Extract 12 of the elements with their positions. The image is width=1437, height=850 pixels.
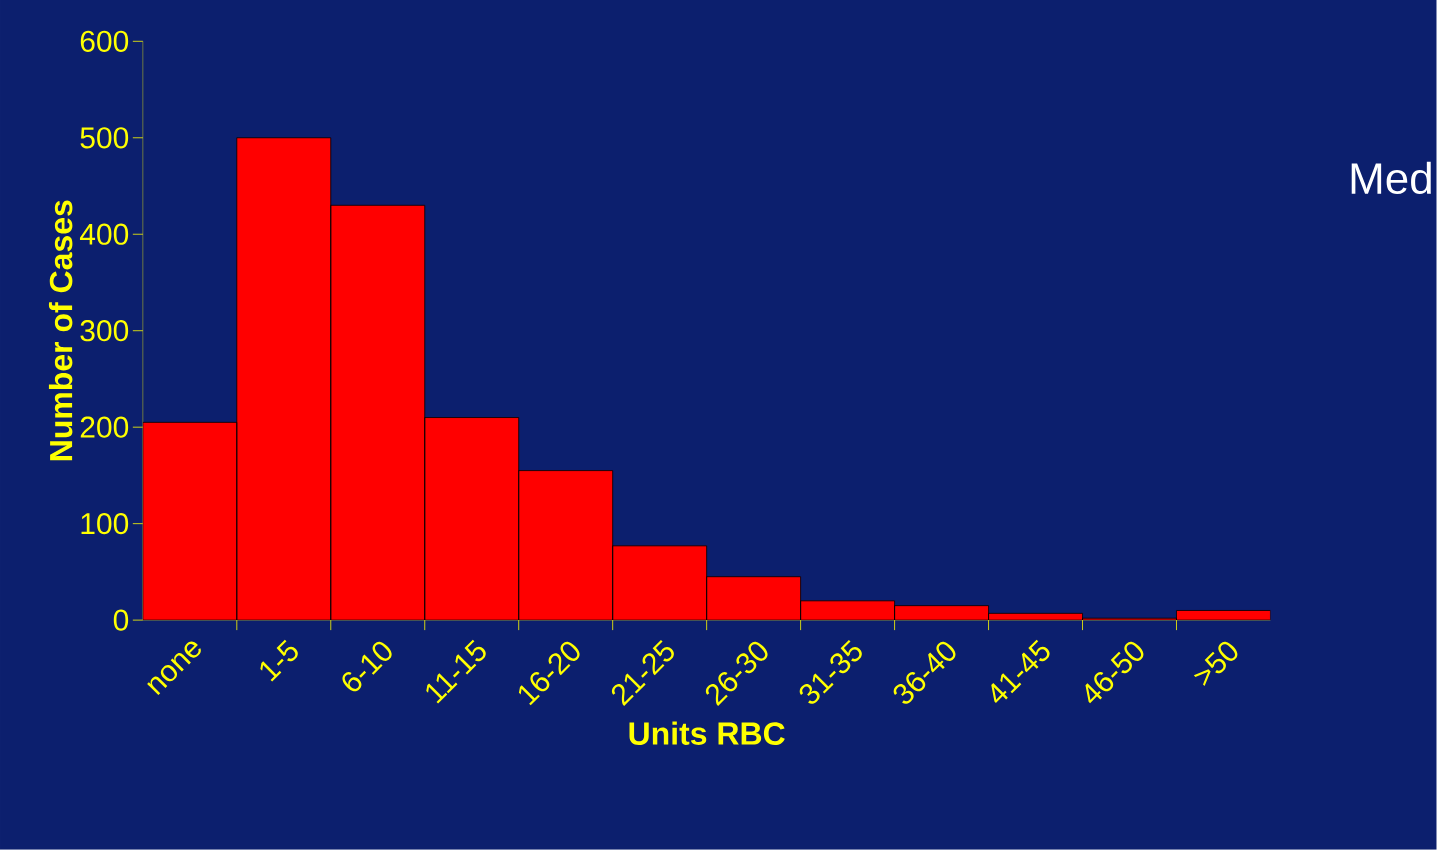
y-tick-label: 100 xyxy=(81,513,129,535)
x-tick-label: >50 xyxy=(1193,641,1238,687)
y-tick-label: 0 xyxy=(113,609,129,631)
x-tick-label: 1-5 xyxy=(260,639,298,682)
y-tick-label: 400 xyxy=(79,223,129,246)
y-tick-label: 500 xyxy=(80,127,129,149)
x-axis-title: Units RBC xyxy=(629,721,785,746)
y-tick-label: 200 xyxy=(80,416,129,438)
y-axis-title: Number of Cases xyxy=(48,200,73,461)
text: Med xyxy=(1351,161,1431,195)
y-tick-label: 600 xyxy=(80,30,129,53)
y-tick-label: 300 xyxy=(80,320,129,342)
